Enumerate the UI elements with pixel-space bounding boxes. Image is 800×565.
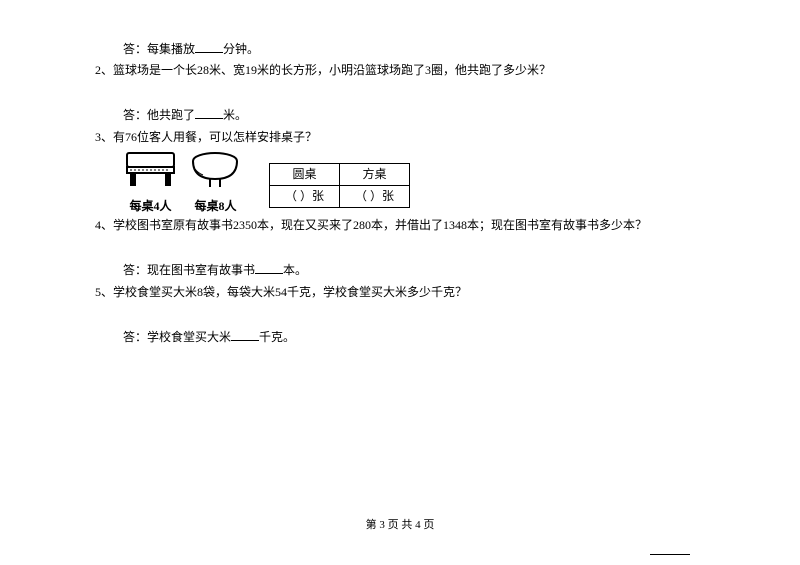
square-table-block: 每桌4人 xyxy=(123,151,178,216)
round-table-block: 每桌8人 xyxy=(188,151,243,216)
q1-answer-prefix: 答：每集播放 xyxy=(123,42,195,56)
square-table-caption: 每桌4人 xyxy=(123,197,178,216)
q4-answer-suffix: 本。 xyxy=(283,263,307,277)
q4-answer: 答：现在图书室有故事书 本。 xyxy=(95,261,705,280)
q4-text: 学校图书室原有故事书2350本，现在又买来了280本，并借出了1348本；现在图… xyxy=(113,218,647,232)
q5-num: 5、 xyxy=(95,285,113,299)
q3-text: 有76位客人用餐，可以怎样安排桌子？ xyxy=(113,130,317,144)
table-cell-square[interactable]: （ ）张 xyxy=(340,185,410,207)
q1-blank[interactable] xyxy=(195,41,223,53)
q4-blank[interactable] xyxy=(255,262,283,274)
corner-blank xyxy=(650,554,690,555)
q5-answer: 答：学校食堂买大米 千克。 xyxy=(95,328,705,347)
page-footer: 第 3 页 共 4 页 xyxy=(0,517,800,535)
q2: 2、篮球场是一个长28米、宽19米的长方形，小明沿篮球场跑了3圈，他共跑了多少米… xyxy=(95,61,705,80)
q1-answer: 答：每集播放 分钟。 xyxy=(95,40,705,59)
q4: 4、学校图书室原有故事书2350本，现在又买来了280本，并借出了1348本；现… xyxy=(95,216,705,235)
q5-blank[interactable] xyxy=(231,329,259,341)
q4-num: 4、 xyxy=(95,218,113,232)
q3: 3、有76位客人用餐，可以怎样安排桌子？ xyxy=(95,128,705,147)
q3-images: 每桌4人 每桌8人 圆桌 方桌 （ ）张 （ ）张 xyxy=(123,151,705,216)
round-table-icon xyxy=(188,151,243,189)
q5: 5、学校食堂买大米8袋，每袋大米54千克，学校食堂买大米多少千克？ xyxy=(95,283,705,302)
q2-answer-suffix: 米。 xyxy=(223,108,247,122)
table-header-round: 圆桌 xyxy=(270,163,340,185)
q2-answer-prefix: 答：他共跑了 xyxy=(123,108,195,122)
q1-answer-suffix: 分钟。 xyxy=(223,42,259,56)
q2-blank[interactable] xyxy=(195,107,223,119)
q5-answer-prefix: 答：学校食堂买大米 xyxy=(123,330,231,344)
q2-text: 篮球场是一个长28米、宽19米的长方形，小明沿篮球场跑了3圈，他共跑了多少米？ xyxy=(113,63,551,77)
square-table-icon xyxy=(123,151,178,189)
q5-text: 学校食堂买大米8袋，每袋大米54千克，学校食堂买大米多少千克？ xyxy=(113,285,467,299)
table-header-square: 方桌 xyxy=(340,163,410,185)
q4-answer-prefix: 答：现在图书室有故事书 xyxy=(123,263,255,277)
q3-table: 圆桌 方桌 （ ）张 （ ）张 xyxy=(269,163,410,208)
q2-num: 2、 xyxy=(95,63,113,77)
q3-table-wrap: 圆桌 方桌 （ ）张 （ ）张 xyxy=(269,163,410,208)
q5-answer-suffix: 千克。 xyxy=(259,330,295,344)
q3-num: 3、 xyxy=(95,130,113,144)
round-table-caption: 每桌8人 xyxy=(188,197,243,216)
q2-answer: 答：他共跑了 米。 xyxy=(95,106,705,125)
table-cell-round[interactable]: （ ）张 xyxy=(270,185,340,207)
